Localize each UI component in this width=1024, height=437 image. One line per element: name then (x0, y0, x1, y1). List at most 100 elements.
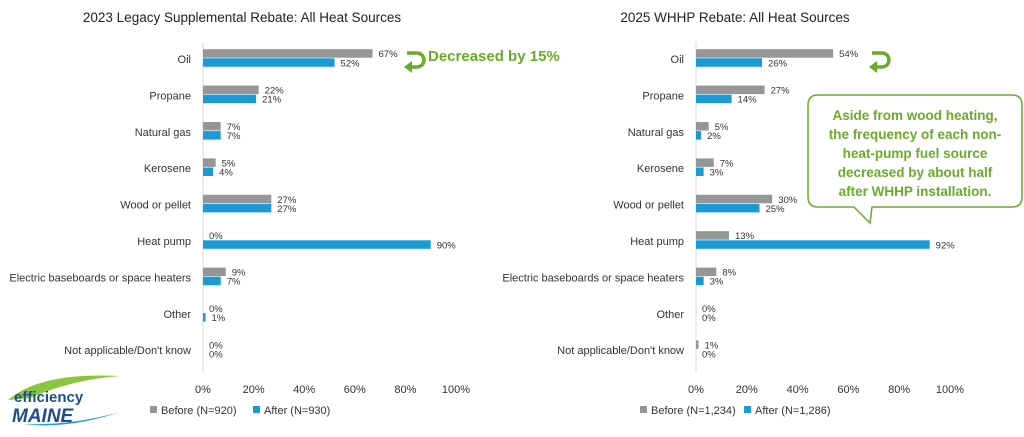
category-label: Other (656, 309, 684, 321)
legend-label-after: After (N=1,286) (755, 405, 831, 417)
category-label: Kerosene (144, 163, 191, 175)
bar-after (203, 94, 257, 104)
category-label: Heat pump (630, 236, 684, 248)
bar-after (203, 203, 272, 213)
legend-label-before: Before (N=1,234) (651, 405, 736, 417)
callout-line-1: Aside from wood heating, (832, 108, 997, 123)
legend-swatch-before (640, 406, 647, 413)
bar-before (696, 122, 709, 131)
x-tick-label: 80% (888, 384, 910, 396)
category-label: Not applicable/Don't know (557, 345, 684, 357)
x-tick-label: 20% (243, 384, 265, 396)
data-label: 30% (778, 195, 798, 206)
data-label: 92% (936, 240, 956, 251)
data-label: 25% (766, 204, 786, 215)
data-label: 67% (379, 49, 399, 60)
chart-2: 2025 WHHP Rebate: All Heat Sources 0% 20% 4… (502, 10, 964, 417)
logo-line-1: efficiency (14, 389, 84, 406)
data-label: 54% (839, 49, 859, 60)
x-tick-label: 20% (736, 384, 758, 396)
category-label: Not applicable/Don't know (64, 345, 191, 357)
x-tick-label: 80% (394, 384, 416, 396)
bar-before (203, 85, 259, 95)
legend-swatch-before (150, 406, 157, 413)
bar-before (696, 340, 699, 349)
category-label: Propane (149, 90, 191, 102)
category-label: Kerosene (637, 163, 684, 175)
bar-after (696, 58, 763, 67)
x-tick-label: 40% (787, 384, 809, 396)
bar-after (203, 167, 214, 176)
x-tick-label: 0% (195, 384, 211, 396)
x-tick-label: 0% (688, 384, 704, 396)
chart-title: 2025 WHHP Rebate: All Heat Sources (620, 10, 850, 25)
data-label: 0% (702, 350, 716, 361)
callout-line-4: decreased by about half (838, 165, 993, 180)
callout-line-3: heat-pump fuel source (843, 146, 988, 161)
x-tick-label: 40% (293, 384, 315, 396)
bar-before (203, 267, 226, 277)
efficiency-maine-logo: efficiency MAINE (8, 375, 120, 427)
data-label: 0% (702, 304, 716, 315)
chart-title: 2023 Legacy Supplemental Rebate: All Hea… (83, 10, 401, 25)
chart-1: 2023 Legacy Supplemental Rebate: All Hea… (9, 10, 470, 417)
bar-after (696, 131, 702, 140)
data-label: 27% (771, 86, 791, 97)
data-label: 7% (227, 277, 241, 288)
data-label: 5% (715, 122, 729, 133)
data-label: 4% (219, 168, 233, 179)
bar-after (203, 240, 431, 249)
callout-box: Aside from wood heating, the frequency o… (807, 94, 1023, 225)
decreased-annotation: Decreased by 15% (428, 48, 560, 65)
bar-after (203, 313, 206, 322)
data-label: 1% (705, 340, 719, 351)
bar-after (696, 203, 760, 213)
x-tick-label: 60% (837, 384, 859, 396)
data-label: 13% (735, 231, 755, 242)
callout-line-2: the frequency of each non- (829, 127, 1002, 142)
bar-before (696, 267, 717, 277)
legend-swatch-after (744, 406, 751, 413)
legend-label-before: Before (N=920) (161, 405, 237, 417)
bar-before (696, 194, 773, 204)
data-label: 27% (277, 195, 297, 206)
legend-swatch-after (253, 406, 260, 413)
data-label: 14% (738, 95, 758, 106)
data-label: 3% (710, 277, 724, 288)
u-turn-arrow-icon-2 (869, 51, 891, 73)
bar-after (696, 94, 732, 104)
data-label: 52% (341, 58, 361, 69)
bar-before (696, 158, 714, 167)
bar-after (203, 276, 221, 286)
category-label: Other (163, 309, 191, 321)
data-label: 9% (232, 268, 246, 279)
data-label: 22% (265, 86, 285, 97)
data-label: 0% (209, 350, 223, 361)
category-label: Oil (671, 54, 684, 66)
data-label: 0% (209, 304, 223, 315)
category-label: Oil (178, 54, 191, 66)
bar-after (203, 58, 335, 67)
category-label: Natural gas (135, 127, 192, 139)
category-label: Wood or pellet (120, 200, 191, 212)
bar-before (203, 122, 221, 131)
data-label: 7% (720, 158, 734, 169)
x-tick-label: 100% (936, 384, 964, 396)
bar-after (203, 131, 221, 140)
bar-before (696, 231, 730, 240)
data-label: 2% (707, 131, 721, 142)
data-label: 90% (437, 240, 457, 251)
bar-before (203, 49, 373, 58)
bar-before (203, 158, 216, 167)
category-label: Electric baseboards or space heaters (502, 272, 684, 284)
category-label: Heat pump (137, 236, 191, 248)
data-label: 7% (227, 131, 241, 142)
bar-after (696, 276, 704, 286)
category-label: Natural gas (628, 127, 685, 139)
legend-label-after: After (N=930) (264, 405, 330, 417)
u-turn-arrow-icon-1 (404, 51, 426, 73)
bar-before (696, 85, 765, 95)
bar-after (696, 167, 704, 176)
bar-before (696, 49, 834, 58)
